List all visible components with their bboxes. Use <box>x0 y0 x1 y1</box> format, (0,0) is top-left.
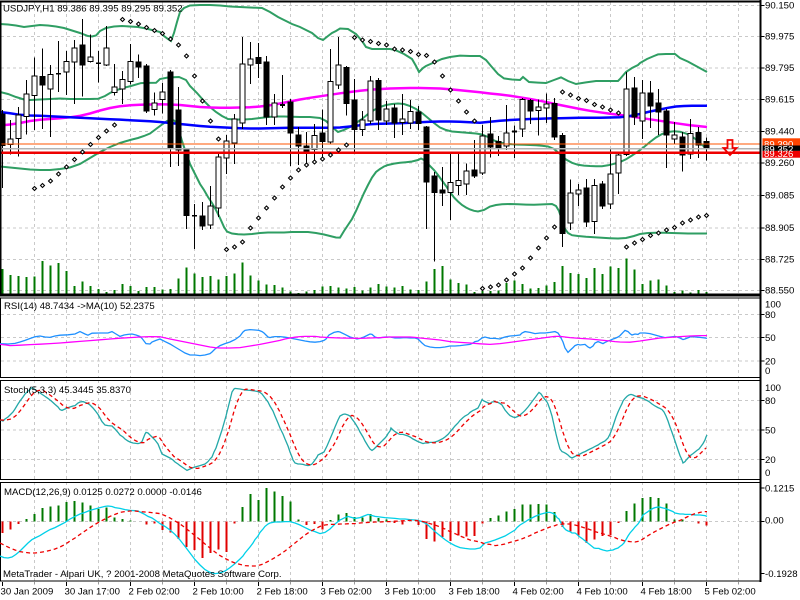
svg-text:5 Feb 02:00: 5 Feb 02:00 <box>705 587 756 598</box>
svg-text:50: 50 <box>765 333 776 344</box>
svg-text:0: 0 <box>765 366 770 377</box>
svg-text:RSI(14) 48.7434 ->MA(10) 52.2: RSI(14) 48.7434 ->MA(10) 52.2375 <box>4 301 155 312</box>
svg-text:88.725: 88.725 <box>765 255 794 266</box>
svg-text:88.905: 88.905 <box>765 223 794 234</box>
svg-text:4 Feb 02:00: 4 Feb 02:00 <box>513 587 564 598</box>
svg-text:30 Jan 17:00: 30 Jan 17:00 <box>65 587 120 598</box>
svg-text:89.390: 89.390 <box>764 140 793 151</box>
svg-text:Stoch(5,3,3) 45.3445 35.8370: Stoch(5,3,3) 45.3445 35.8370 <box>4 385 131 396</box>
svg-text:89.615: 89.615 <box>765 95 794 106</box>
svg-text:0: 0 <box>765 468 770 479</box>
svg-text:89.326: 89.326 <box>764 149 793 160</box>
svg-text:0.1215: 0.1215 <box>765 484 794 495</box>
svg-text:MetaTrader - Alpari UK, ? 2001: MetaTrader - Alpari UK, ? 2001-2008 Meta… <box>3 569 282 580</box>
svg-text:3 Feb 10:00: 3 Feb 10:00 <box>385 587 436 598</box>
svg-text:89.260: 89.260 <box>765 158 794 169</box>
svg-text:80: 80 <box>765 396 776 407</box>
svg-text:2 Feb 10:00: 2 Feb 10:00 <box>193 587 244 598</box>
svg-text:4 Feb 10:00: 4 Feb 10:00 <box>577 587 628 598</box>
svg-text:100: 100 <box>765 300 781 311</box>
svg-text:89.975: 89.975 <box>765 32 794 43</box>
svg-text:89.085: 89.085 <box>765 191 794 202</box>
svg-text:89.795: 89.795 <box>765 63 794 74</box>
svg-text:88.550: 88.550 <box>765 286 794 297</box>
svg-text:20: 20 <box>765 455 776 466</box>
svg-text:89.352: 89.352 <box>764 145 793 156</box>
svg-text:80: 80 <box>765 310 776 321</box>
svg-text:30 Jan 2009: 30 Jan 2009 <box>1 587 54 598</box>
svg-text:2 Feb 18:00: 2 Feb 18:00 <box>257 587 308 598</box>
svg-text:USDJPY,H1 89.386 89.395 89.29: USDJPY,H1 89.386 89.395 89.295 89.352 <box>3 4 183 15</box>
svg-text:20: 20 <box>765 357 776 368</box>
svg-text:3 Feb 18:00: 3 Feb 18:00 <box>449 587 500 598</box>
svg-text:MACD(12,26,9) 0.0125 0.0272 0.: MACD(12,26,9) 0.0125 0.0272 0.0000 -0.01… <box>4 487 202 498</box>
svg-text:4 Feb 18:00: 4 Feb 18:00 <box>641 587 692 598</box>
svg-text:50: 50 <box>765 426 776 437</box>
svg-text:100: 100 <box>765 383 781 394</box>
svg-text:2 Feb 02:00: 2 Feb 02:00 <box>129 587 180 598</box>
svg-text:-0.1928: -0.1928 <box>765 569 798 580</box>
svg-text:90.150: 90.150 <box>765 1 794 12</box>
svg-text:89.440: 89.440 <box>765 127 794 138</box>
svg-text:3 Feb 02:00: 3 Feb 02:00 <box>321 587 372 598</box>
svg-text:0.00: 0.00 <box>765 516 784 527</box>
